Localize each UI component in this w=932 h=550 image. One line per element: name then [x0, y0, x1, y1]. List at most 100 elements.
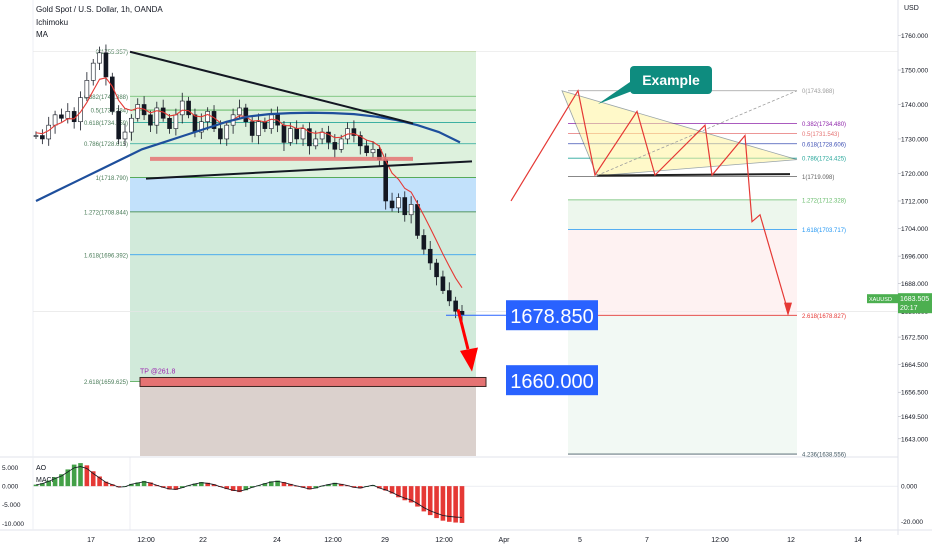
- candle-body: [84, 80, 90, 98]
- candle-body: [440, 276, 446, 291]
- candle-body: [135, 104, 141, 119]
- candle-body: [281, 124, 287, 143]
- ma-blue-line: [35, 111, 461, 202]
- y-axis-tick-label: 1696.000: [901, 254, 928, 261]
- support-zone: [150, 156, 413, 161]
- candle-body: [294, 128, 299, 140]
- oscillator-bar: [141, 480, 147, 487]
- candle-body: [116, 111, 121, 140]
- candle-body: [218, 128, 223, 140]
- example-callout-text: Example: [642, 72, 700, 88]
- candle-body: [351, 128, 357, 136]
- candle-body: [288, 128, 293, 143]
- y-axis-tick-label: 1649.500: [901, 414, 928, 421]
- symbol-badge: [867, 294, 898, 304]
- example-fib-label: 0.382(1734.480): [802, 122, 846, 128]
- example-fib-label: 0(1743.988): [802, 89, 834, 95]
- candle-body: [192, 114, 198, 133]
- oscillator-bar: [205, 482, 210, 487]
- candle-body: [415, 204, 420, 236]
- oscillator-bar: [453, 486, 458, 523]
- y-axis-tick-label: 1643.000: [901, 436, 928, 443]
- candle-body: [389, 200, 395, 209]
- y-axis-tick-label: 1760.000: [901, 33, 928, 40]
- example-fib-label: 0.786(1724.425): [802, 157, 846, 163]
- symbol-title: Gold Spot / U.S. Dollar, 1h, OANDA: [36, 5, 163, 14]
- candle-body: [396, 197, 401, 209]
- candle-body: [434, 262, 439, 278]
- fib-level-label: 0.382(1742.388): [84, 95, 128, 101]
- candle-body: [453, 300, 458, 312]
- example-triangle-base: [596, 173, 791, 177]
- candle-body: [332, 142, 338, 150]
- candle-body: [408, 204, 414, 216]
- candle-body: [300, 128, 306, 140]
- candle-body: [90, 62, 96, 81]
- oscillator-bar: [148, 482, 153, 487]
- y-axis-tick-label: 1712.000: [901, 198, 928, 205]
- indicator-ichimoku-label[interactable]: Ichimoku: [36, 18, 69, 27]
- oscillator-bar: [135, 482, 141, 487]
- candle-body: [65, 111, 71, 119]
- y-axis-tick-label: 1656.500: [901, 390, 928, 397]
- oscillator-bar: [288, 483, 293, 487]
- x-axis-tick-label: 24: [273, 537, 281, 544]
- candle-body: [167, 117, 172, 129]
- candle-body: [205, 111, 210, 123]
- example-callout: [630, 66, 712, 94]
- upper-trendline: [129, 50, 414, 125]
- oscillator-bar: [459, 486, 465, 523]
- oscillator-bar: [262, 483, 268, 487]
- oscillator-bar: [230, 486, 236, 491]
- oscillator-left-tick: -10.000: [2, 521, 24, 528]
- candle-body: [186, 100, 191, 116]
- candle-body: [40, 135, 45, 140]
- indicator-ma-label[interactable]: MA: [36, 30, 48, 39]
- example-zone-green: [568, 199, 797, 230]
- symbol-badge-text: XAUUSD: [869, 297, 892, 303]
- candle-body: [33, 135, 39, 137]
- oscillator-sublabel: MACD: [36, 477, 57, 484]
- fib-level-label: 1.272(1708.844): [84, 210, 128, 216]
- oscillator-left-tick: 5.000: [2, 465, 19, 472]
- x-axis-tick-label: 12:00: [324, 537, 342, 544]
- candle-body: [256, 121, 261, 136]
- candle-body: [364, 145, 369, 154]
- oscillator-bar: [300, 486, 306, 488]
- y-axis-tick-label: 1664.500: [901, 362, 928, 369]
- oscillator-bar: [167, 486, 172, 490]
- fib-level-label: 0.618(1734.759): [84, 121, 128, 127]
- candle-body: [262, 121, 268, 129]
- y-axis-tick-label: 1750.000: [901, 68, 928, 75]
- candle-body: [154, 107, 160, 126]
- oscillator-bar: [351, 486, 357, 488]
- fib-level-label: 2.618(1659.625): [84, 380, 128, 386]
- oscillator-left-tick: 0.000: [2, 484, 19, 491]
- x-axis-tick-label: 14: [854, 537, 862, 544]
- oscillator-bar: [90, 471, 96, 487]
- oscillator-bar: [52, 477, 58, 487]
- candle-body: [357, 135, 363, 147]
- oscillator-bar: [307, 486, 312, 490]
- target-arrow-shaft: [456, 309, 470, 350]
- candle-body: [148, 114, 153, 126]
- y-axis-tick-label: 1704.000: [901, 226, 928, 233]
- oscillator-bar: [199, 482, 204, 487]
- target-price-badge: [506, 365, 598, 396]
- oscillator-bar: [338, 483, 344, 487]
- candle-body: [109, 76, 115, 112]
- example-fib-label: 1.618(1703.717): [802, 228, 846, 234]
- fib-zone-blue: [130, 177, 476, 212]
- candle-body: [59, 114, 64, 119]
- y-axis-tick-label: 1688.000: [901, 281, 928, 288]
- y-axis-tick-label: 1672.500: [901, 335, 928, 342]
- example-zone-red: [568, 229, 797, 316]
- last-price-value: 1683.505: [900, 296, 929, 303]
- candle-body: [103, 52, 109, 78]
- x-axis-tick-label: 5: [578, 537, 582, 544]
- oscillator-bar: [46, 480, 52, 487]
- y-axis-tick-label: 1740.000: [901, 102, 928, 109]
- oscillator-bar: [78, 463, 83, 487]
- oscillator-left-tick: -5.000: [2, 502, 21, 509]
